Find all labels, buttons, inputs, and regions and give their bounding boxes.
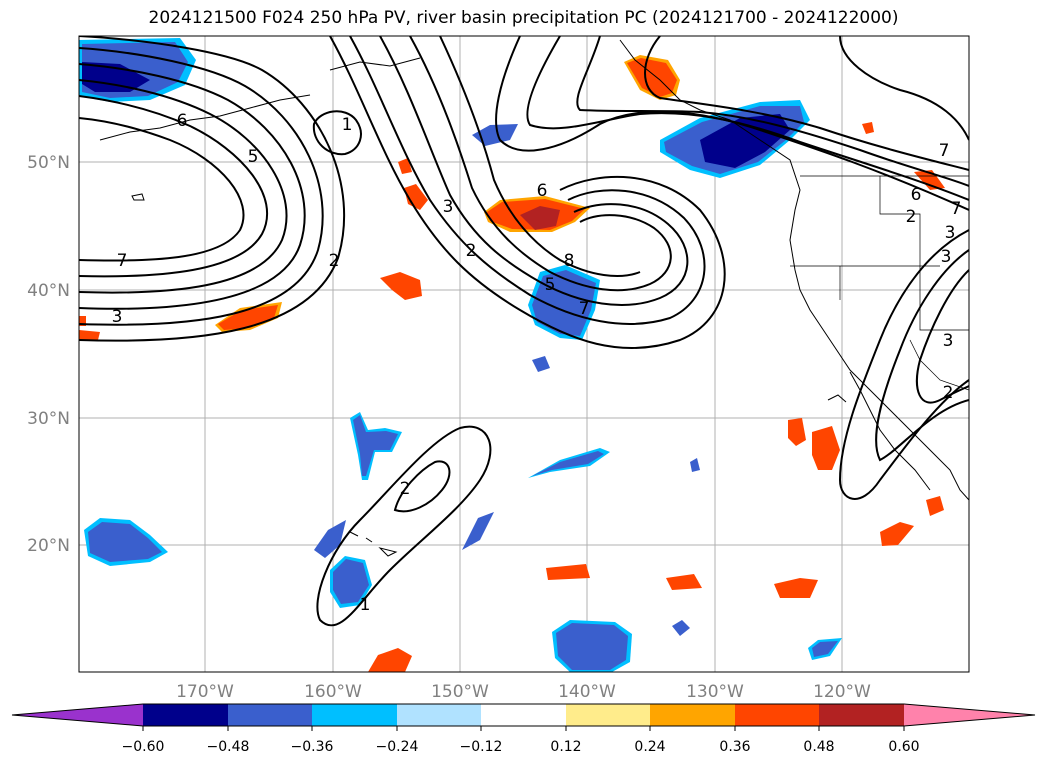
colorbar-segment xyxy=(735,704,819,726)
contour-labels: 6 5 1 7 3 2 3 2 6 8 5 7 2 1 7 6 2 7 3 3 … xyxy=(112,111,962,615)
neg-blob-small-north xyxy=(472,124,518,146)
map-frame xyxy=(78,35,970,673)
colorbar-segment xyxy=(904,704,1035,726)
contour-label: 3 xyxy=(443,197,454,217)
lat-label-50n: 50°N xyxy=(27,153,70,173)
contour-label: 7 xyxy=(939,141,950,161)
colorbar-tick-label: 0.60 xyxy=(888,739,919,755)
lon-label-160w: 160°W xyxy=(304,682,362,702)
contour-label: 2 xyxy=(943,383,954,403)
contour-label: 2 xyxy=(466,241,477,261)
contour-label: 5 xyxy=(248,147,259,167)
contour-label: 5 xyxy=(545,275,556,295)
lat-label-40n: 40°N xyxy=(27,281,70,301)
contour-label: 3 xyxy=(945,223,956,243)
colorbar-segment xyxy=(481,704,566,726)
contour-label: 3 xyxy=(941,247,952,267)
colorbar-tick-label: −0.36 xyxy=(291,739,334,755)
contour-label: 3 xyxy=(112,307,123,327)
contour-label: 7 xyxy=(579,299,590,319)
pos-blob-baja-north xyxy=(788,418,806,446)
colorbar-segment xyxy=(819,704,904,726)
lon-label-170w: 170°W xyxy=(176,682,234,702)
pv-trough xyxy=(329,36,726,350)
colorbar-segment xyxy=(312,704,397,726)
pv-hawaii-contour xyxy=(316,425,492,627)
contour-label: 7 xyxy=(117,251,128,271)
colorbar-segment xyxy=(397,704,481,726)
contour-label: 6 xyxy=(177,111,188,131)
pos-blob-baja xyxy=(812,426,840,470)
colorbar-segment xyxy=(650,704,735,726)
colorbar-tick-label: 0.48 xyxy=(803,739,834,755)
colorbar-segment xyxy=(566,704,650,726)
contour-label: 2 xyxy=(906,207,917,227)
contour-label: 1 xyxy=(342,115,353,135)
contour-label: 2 xyxy=(400,479,411,499)
longitude-labels: 170°W 160°W 150°W 140°W 130°W 120°W xyxy=(176,682,871,702)
colorbar-tick-label: −0.48 xyxy=(207,739,250,755)
colorbar-tick-label: −0.60 xyxy=(122,739,165,755)
pv-east-trough xyxy=(838,229,969,500)
colorbar-tick-label: 0.12 xyxy=(550,739,581,755)
contour-label: 2 xyxy=(329,251,340,271)
lon-label-140w: 140°W xyxy=(558,682,616,702)
contour-label: 6 xyxy=(537,181,548,201)
lon-label-150w: 150°W xyxy=(431,682,489,702)
latitude-labels: 50°N 40°N 30°N 20°N xyxy=(27,153,70,556)
lat-label-20n: 20°N xyxy=(27,536,70,556)
contour-label: 6 xyxy=(911,185,922,205)
colorbar-tick-label: −0.12 xyxy=(460,739,503,755)
colorbar-tick-label: 0.24 xyxy=(634,739,665,755)
map-title: 2024121500 F024 250 hPa PV, river basin … xyxy=(148,8,899,28)
lon-label-130w: 130°W xyxy=(686,682,744,702)
colorbar-segment xyxy=(143,704,228,726)
contour-label: 3 xyxy=(943,331,954,351)
contour-label: 1 xyxy=(360,595,371,615)
pv-one-loop xyxy=(312,110,362,156)
colorbar: −0.60 −0.48 −0.36 −0.24 −0.12 0.12 0.24 … xyxy=(11,703,1036,755)
contour-label: 8 xyxy=(564,251,575,271)
colorbar-segment xyxy=(228,704,312,726)
lon-label-120w: 120°W xyxy=(813,682,871,702)
colorbar-tick-label: 0.36 xyxy=(719,739,750,755)
pv-contours xyxy=(79,36,969,627)
lat-label-30n: 30°N xyxy=(27,409,70,429)
pv-large-arc xyxy=(495,36,969,211)
contour-label: 7 xyxy=(951,199,962,219)
map-background xyxy=(79,36,969,672)
pv-ridge-west-inner xyxy=(79,117,245,262)
colorbar-tick-label: −0.24 xyxy=(376,739,419,755)
colorbar-segment xyxy=(12,704,143,726)
positive-pc-areas xyxy=(79,55,945,672)
